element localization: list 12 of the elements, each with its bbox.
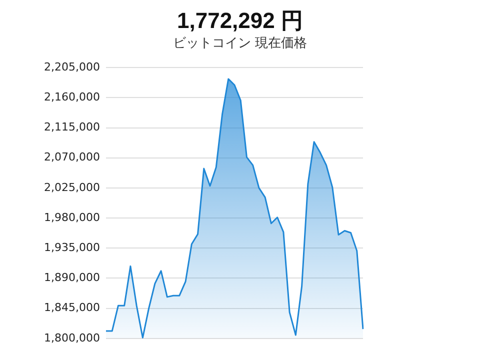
y-tick-label: 1,890,000 [44, 271, 100, 284]
y-tick-label: 1,800,000 [44, 331, 100, 344]
y-tick-label: 2,070,000 [44, 150, 100, 164]
y-tick-label: 2,160,000 [44, 90, 100, 104]
chart-subtitle: ビットコイン 現在価格 [172, 35, 308, 52]
y-tick-label: 1,845,000 [44, 301, 100, 314]
chart-title: 1,772,292 円 [176, 7, 304, 35]
y-tick-label: 2,205,000 [44, 60, 100, 74]
y-tick-label: 1,980,000 [44, 210, 100, 224]
y-tick-label: 2,115,000 [44, 120, 100, 134]
y-tick-label: 1,935,000 [44, 240, 100, 254]
y-tick-label: 2,025,000 [44, 180, 100, 194]
